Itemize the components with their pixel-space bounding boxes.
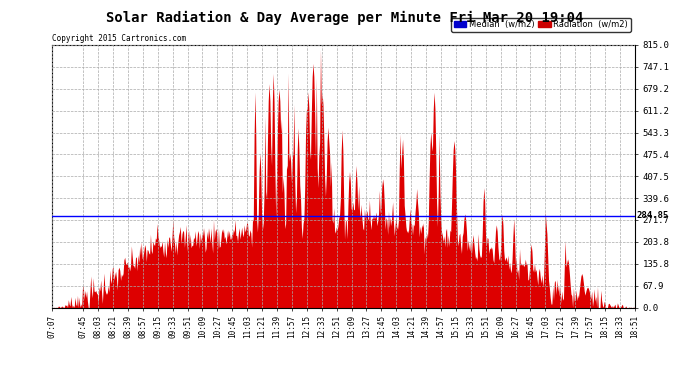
- Legend: Median  (w/m2), Radiation  (w/m2): Median (w/m2), Radiation (w/m2): [451, 18, 631, 32]
- Text: 284.85: 284.85: [636, 211, 669, 220]
- Text: Copyright 2015 Cartronics.com: Copyright 2015 Cartronics.com: [52, 34, 186, 43]
- Text: Solar Radiation & Day Average per Minute Fri Mar 20 19:04: Solar Radiation & Day Average per Minute…: [106, 11, 584, 26]
